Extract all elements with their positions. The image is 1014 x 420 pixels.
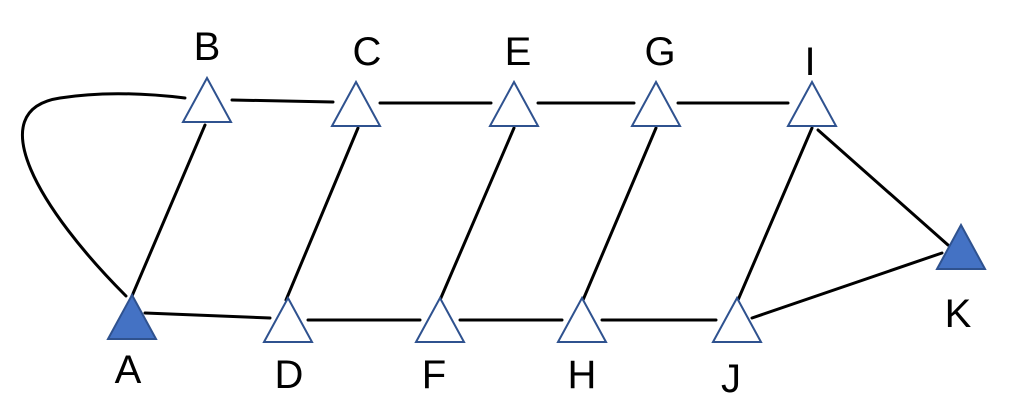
node-c-triangle [330,79,382,127]
node-a-triangle [106,292,158,340]
node-b-label: B [194,25,221,69]
node-k-label: K [945,292,972,336]
node-g-triangle [630,79,682,127]
node-k-triangle [935,222,987,270]
curved-edge-a-b [20,92,187,298]
node-d-label: D [275,353,304,397]
edge-e-f [438,126,516,302]
node-e-label: E [505,30,532,74]
node-a-label: A [115,348,142,392]
nodes-layer [106,75,987,343]
edge-i-k [816,128,950,247]
node-b-triangle [181,75,233,123]
node-f-label: F [422,353,446,397]
node-d-triangle [262,295,314,343]
node-h-label: H [568,353,597,397]
edge-g-h [581,126,658,302]
edge-a-b [130,123,207,298]
edge-i-j [736,126,814,302]
node-j-triangle [711,295,763,343]
edge-j-k [750,251,944,320]
node-h-triangle [556,295,608,343]
labels-layer: A B C D E F G H I J K [115,25,972,401]
node-i-label: I [804,40,815,84]
edge-c-d [284,126,360,302]
node-f-triangle [414,295,466,343]
edge-b-c [230,98,335,104]
node-g-label: G [644,30,675,74]
node-i-triangle [786,79,838,127]
edge-a-d [143,311,272,320]
node-j-label: J [721,357,741,401]
node-e-triangle [488,79,540,127]
edges-layer [20,92,950,322]
node-c-label: C [353,30,382,74]
